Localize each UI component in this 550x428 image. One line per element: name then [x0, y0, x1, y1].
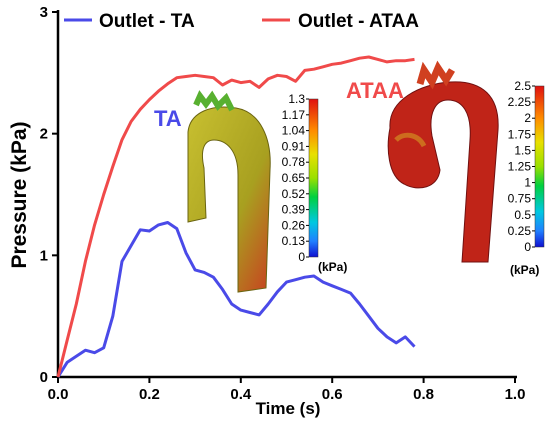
ta-colorbar: 1.3 1.17 1.040.91 0.78 0.65 0.52 0.390.26 0.13 0… — [282, 92, 348, 274]
x-tick-label: 0.6 — [322, 386, 343, 403]
legend: Outlet - TA Outlet - ATAA — [64, 11, 419, 32]
colorbar-tick-label: 0.75 — [508, 192, 532, 206]
y-tick-label: 1 — [40, 247, 48, 264]
colorbar-tick-label: 1 — [524, 176, 531, 190]
colorbar-tick-label: 0.13 — [282, 234, 306, 248]
ta-colorbar-unit: (kPa) — [318, 260, 347, 274]
y-axis-title: Pressure (kPa) — [8, 121, 31, 268]
colorbar-tick-label: 0.26 — [282, 218, 306, 232]
colorbar-tick-label: 0.91 — [282, 139, 306, 153]
colorbar-tick-label: 2 — [524, 111, 531, 125]
colorbar-tick-label: 1.04 — [282, 124, 306, 138]
x-tick-label: 1.0 — [505, 386, 526, 403]
ataa-aorta-illustration — [387, 60, 499, 263]
colorbar-tick-label: 0 — [524, 240, 531, 254]
colorbar-tick-label: 1.75 — [508, 127, 532, 141]
x-tick-label: 0.0 — [48, 386, 69, 403]
y-tick-label: 0 — [40, 369, 48, 386]
y-tick-label: 2 — [40, 126, 48, 143]
y-tick-label: 3 — [40, 4, 48, 21]
colorbar-tick-label: 0.5 — [514, 208, 531, 222]
colorbar-tick-label: 0.65 — [282, 171, 306, 185]
series-line-ta — [56, 221, 416, 378]
x-axis: 0.0 0.2 0.4 0.6 0.8 1.0 — [48, 375, 526, 403]
x-tick-label: 0.2 — [139, 386, 160, 403]
series-line-ataa — [56, 55, 415, 378]
colorbar-tick-label: 2.25 — [508, 95, 532, 109]
legend-label-ataa: Outlet - ATAA — [298, 11, 419, 32]
colorbar-tick-label: 1.3 — [288, 92, 305, 106]
colorbar-tick-label: 1.5 — [514, 143, 531, 157]
x-tick-label: 0.8 — [413, 386, 434, 403]
x-axis-title: Time (s) — [256, 399, 321, 418]
ta-inset-label: TA — [154, 106, 182, 131]
colorbar-tick-label: 0.78 — [282, 155, 306, 169]
ataa-colorbar-unit: (kPa) — [510, 263, 539, 277]
colorbar-tick-label: 1.25 — [508, 160, 532, 174]
y-axis: 0 1 2 3 — [40, 4, 60, 386]
ataa-inset-label: ATAA — [346, 78, 404, 103]
colorbar-tick-label: 0 — [298, 250, 305, 264]
colorbar-tick-label: 0.25 — [508, 224, 532, 238]
colorbar-tick-label: 0.52 — [282, 187, 306, 201]
colorbar-tick-label: 1.17 — [282, 108, 306, 122]
colorbar-tick-label: 0.39 — [282, 203, 306, 217]
legend-label-ta: Outlet - TA — [99, 11, 195, 32]
series-layer — [56, 55, 416, 378]
colorbar-tick-label: 2.5 — [514, 79, 531, 93]
ataa-colorbar: 2.5 2.25 2 1.75 1.5 1.25 1 0.75 0.5 0.25 0 (kPa) — [508, 79, 545, 277]
x-tick-label: 0.4 — [230, 386, 252, 403]
ta-aorta-illustration — [187, 90, 271, 293]
